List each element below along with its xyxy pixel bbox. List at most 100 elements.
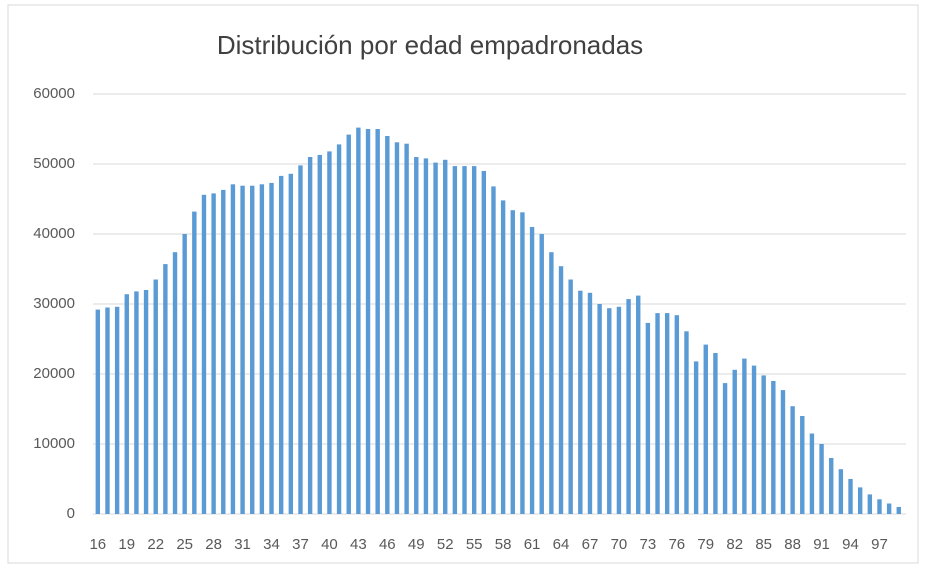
- bar: [713, 353, 718, 514]
- x-tick-label: 25: [176, 536, 193, 553]
- bar: [134, 291, 139, 514]
- bar: [278, 175, 284, 514]
- bar: [336, 144, 342, 514]
- x-tick-label: 88: [784, 536, 801, 553]
- bar: [838, 469, 844, 514]
- x-tick-label: 82: [726, 536, 743, 553]
- x-tick-label: 64: [553, 536, 570, 553]
- bar: [95, 309, 101, 514]
- bar: [819, 444, 824, 514]
- bar: [269, 182, 274, 514]
- bar: [211, 193, 216, 514]
- bar: [471, 166, 477, 514]
- x-tick-label: 79: [697, 536, 714, 553]
- x-tick-label: 40: [321, 536, 338, 553]
- bar: [578, 290, 583, 514]
- x-tick-label: 22: [147, 536, 164, 553]
- bar: [500, 200, 506, 514]
- bar: [703, 344, 708, 514]
- bar: [356, 127, 361, 514]
- bar: [182, 234, 187, 514]
- y-tick-label: 20000: [33, 365, 75, 382]
- bar: [857, 487, 863, 514]
- bar: [143, 290, 149, 514]
- x-tick-label: 61: [524, 536, 541, 553]
- bar: [317, 154, 322, 514]
- bar: [298, 165, 303, 514]
- bar: [655, 313, 660, 514]
- bar: [172, 252, 178, 514]
- x-tick-label: 73: [640, 536, 657, 553]
- bar: [153, 279, 158, 514]
- bar: [848, 479, 853, 514]
- bar: [452, 166, 458, 514]
- y-tick-label: 50000: [33, 155, 75, 172]
- bar: [230, 184, 236, 515]
- x-tick-label: 46: [379, 536, 396, 553]
- x-tick-label: 16: [89, 536, 106, 553]
- bar: [365, 129, 371, 514]
- bar: [327, 151, 332, 514]
- bar: [587, 292, 593, 514]
- bar: [221, 189, 226, 514]
- bar: [394, 142, 400, 515]
- bar: [481, 171, 487, 514]
- x-tick-label: 28: [205, 536, 222, 553]
- bar: [163, 264, 168, 514]
- x-tick-label: 97: [871, 536, 888, 553]
- bar: [636, 295, 641, 514]
- bar: [732, 369, 737, 514]
- bar: [404, 143, 409, 514]
- bar: [809, 433, 815, 514]
- x-tick-label: 70: [611, 536, 628, 553]
- bar: [607, 308, 612, 514]
- bar: [433, 162, 438, 514]
- bar: [780, 390, 786, 514]
- x-tick-label: 94: [842, 536, 859, 553]
- bar: [616, 306, 622, 514]
- bar: [375, 129, 380, 514]
- bar: [539, 234, 544, 514]
- bar: [491, 186, 496, 514]
- bar: [751, 365, 757, 514]
- x-tick-label: 55: [466, 536, 483, 553]
- bar: [201, 194, 207, 515]
- bar: [674, 315, 680, 514]
- bar: [558, 266, 564, 514]
- bar: [626, 299, 631, 514]
- bar: [105, 307, 110, 514]
- bar: [896, 507, 901, 514]
- x-tick-label: 58: [495, 536, 512, 553]
- bar: [693, 361, 699, 514]
- bar: [462, 166, 467, 514]
- bar: [597, 304, 602, 514]
- x-tick-label: 76: [668, 536, 685, 553]
- chart-title: Distribución por edad empadronadas: [217, 30, 643, 60]
- bar: [114, 306, 120, 514]
- bar: [124, 294, 129, 514]
- x-tick-label: 37: [292, 536, 309, 553]
- x-tick-label: 43: [350, 536, 367, 553]
- bar: [250, 185, 255, 514]
- bar: [240, 185, 245, 514]
- bar: [867, 494, 873, 514]
- bar: [510, 210, 515, 514]
- y-tick-label: 40000: [33, 225, 75, 242]
- bar: [520, 212, 525, 515]
- bar: [722, 383, 728, 514]
- x-tick-label: 91: [813, 536, 830, 553]
- bar: [259, 184, 265, 515]
- x-tick-label: 19: [118, 536, 135, 553]
- x-tick-label: 31: [234, 536, 251, 553]
- bar: [829, 458, 834, 514]
- bar: [414, 157, 419, 514]
- bar: [742, 358, 747, 514]
- bar: [288, 173, 294, 515]
- bar: [684, 331, 689, 514]
- bar: [307, 157, 313, 514]
- bar: [192, 211, 197, 514]
- x-tick-label: 85: [755, 536, 772, 553]
- bar: [790, 406, 795, 514]
- bar: [568, 279, 573, 514]
